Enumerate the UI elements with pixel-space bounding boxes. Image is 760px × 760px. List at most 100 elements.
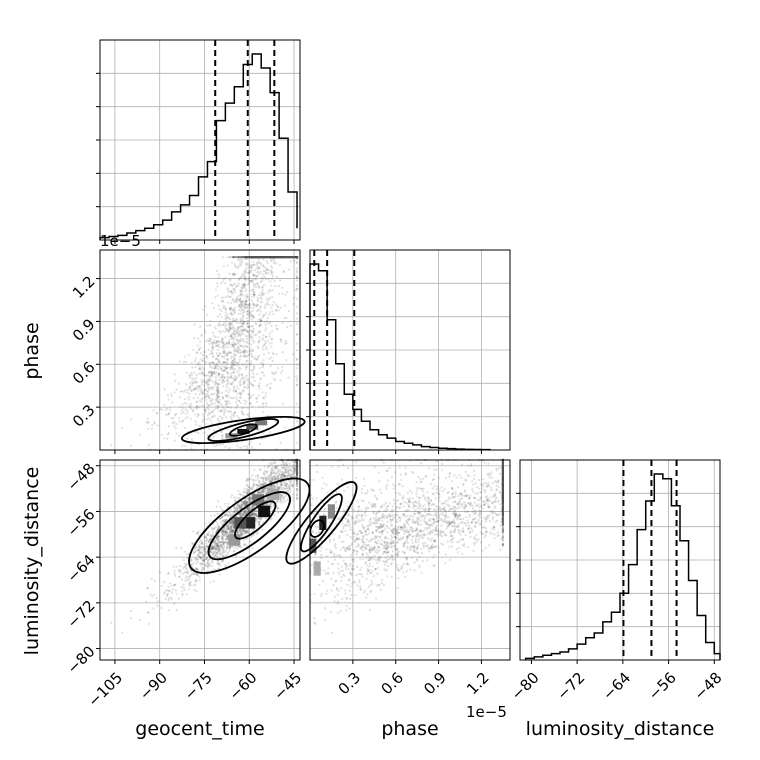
sample-point	[499, 472, 502, 475]
sample-point	[230, 494, 234, 497]
sample-point	[501, 485, 504, 488]
sample-point	[382, 547, 385, 550]
sample-point	[163, 592, 166, 595]
sample-point	[233, 319, 236, 323]
sample-point	[203, 408, 207, 411]
sample-point	[239, 256, 242, 259]
sample-point	[482, 482, 486, 485]
sample-point	[207, 540, 210, 543]
sample-point	[246, 350, 249, 353]
sample-point	[351, 532, 354, 535]
sample-point	[230, 302, 233, 305]
sample-point	[202, 359, 205, 362]
sample-point	[187, 575, 190, 579]
sample-point	[240, 329, 243, 332]
sample-point	[473, 501, 476, 504]
sample-point	[243, 362, 246, 365]
sample-point	[210, 561, 213, 564]
sample-point	[334, 558, 337, 561]
sample-point	[291, 256, 294, 259]
sample-point	[244, 376, 247, 379]
sample-point	[243, 543, 246, 546]
sample-point	[240, 411, 243, 414]
sample-point	[399, 517, 402, 520]
sample-point	[229, 368, 232, 371]
sample-point	[469, 501, 472, 504]
sample-point	[477, 509, 481, 512]
sample-point	[205, 418, 209, 421]
sample-point	[463, 507, 466, 510]
sample-point	[272, 353, 275, 356]
sample-point	[420, 533, 423, 536]
sample-point	[251, 370, 254, 373]
sample-point	[262, 432, 265, 435]
sample-point	[286, 290, 289, 294]
sample-point	[371, 521, 374, 524]
sample-point	[204, 305, 207, 308]
sample-point	[214, 373, 217, 376]
sample-point	[404, 575, 407, 579]
sample-point	[229, 545, 232, 548]
sample-point	[254, 514, 257, 517]
sample-point	[292, 471, 296, 474]
sample-point	[248, 501, 251, 504]
sample-point	[277, 256, 280, 259]
sample-point	[267, 256, 270, 259]
sample-point	[347, 568, 350, 571]
sample-point	[244, 402, 247, 405]
sample-point	[190, 558, 193, 562]
sample-point	[264, 256, 267, 259]
sample-point	[288, 487, 291, 490]
sample-point	[147, 622, 151, 626]
sample-point	[432, 518, 435, 521]
sample-point	[501, 497, 504, 500]
sample-point	[228, 351, 231, 354]
sample-point	[475, 521, 478, 524]
sample-point	[248, 347, 251, 350]
sample-point	[487, 462, 490, 465]
sample-point	[222, 306, 225, 310]
sample-point	[184, 408, 187, 411]
sample-point	[426, 559, 429, 562]
sample-point	[353, 532, 356, 535]
sample-point	[405, 556, 408, 560]
sample-point	[274, 256, 277, 259]
sample-point	[363, 477, 366, 480]
sample-point	[283, 256, 286, 259]
sample-point	[422, 546, 425, 549]
sample-point	[262, 256, 265, 259]
sample-point	[393, 535, 396, 538]
sample-point	[251, 474, 254, 477]
sample-point	[488, 499, 491, 502]
sample-point	[265, 492, 268, 495]
sample-point	[188, 386, 191, 389]
sample-point	[386, 537, 390, 540]
sample-point	[239, 302, 242, 305]
sample-point	[262, 479, 265, 482]
sample-point	[263, 320, 266, 324]
sample-point	[354, 521, 357, 524]
sample-point	[205, 538, 209, 541]
sample-point	[281, 286, 284, 289]
sample-point	[229, 508, 232, 511]
sample-point	[285, 484, 288, 488]
sample-point	[414, 537, 417, 540]
sample-point	[324, 572, 327, 576]
sample-point	[212, 435, 215, 438]
sample-point	[269, 503, 273, 506]
sample-point	[202, 418, 205, 421]
sample-point	[223, 545, 226, 548]
sample-point	[277, 500, 280, 503]
sample-point	[208, 538, 211, 542]
sample-point	[374, 520, 377, 523]
sample-point	[221, 405, 224, 408]
sample-point	[177, 382, 180, 385]
sample-point	[487, 482, 490, 485]
sample-point	[402, 545, 405, 548]
sample-point	[216, 544, 219, 547]
sample-point	[232, 256, 235, 259]
sample-point	[323, 569, 326, 572]
sample-point	[278, 474, 281, 477]
sample-point	[228, 388, 231, 391]
